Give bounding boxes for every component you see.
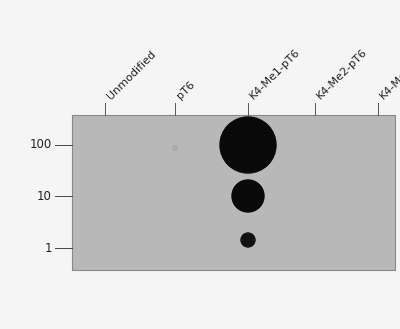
Circle shape: [232, 180, 264, 212]
Text: 100: 100: [30, 139, 52, 151]
Text: pT6: pT6: [175, 79, 197, 101]
Text: K4-Me3-pT6: K4-Me3-pT6: [378, 47, 400, 101]
Text: K4-Me1-pT6: K4-Me1-pT6: [248, 47, 302, 101]
Bar: [72, 115, 395, 270]
Text: 10: 10: [37, 190, 52, 203]
Circle shape: [172, 145, 178, 150]
Text: 1: 1: [44, 241, 52, 255]
Circle shape: [241, 233, 255, 247]
Text: Unmodified: Unmodified: [105, 48, 158, 101]
Text: K4-Me2-pT6: K4-Me2-pT6: [315, 47, 369, 101]
Circle shape: [220, 117, 276, 173]
